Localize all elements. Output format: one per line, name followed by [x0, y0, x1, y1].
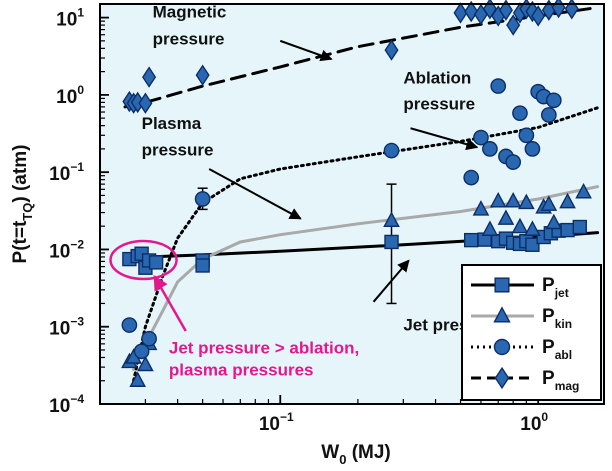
annotation-text: Ablation — [403, 69, 471, 88]
legend-label-kin: Pkin — [542, 306, 572, 331]
point-kin — [511, 217, 529, 234]
highlight: Jet pressure > ablation, plasma pressures — [109, 239, 359, 380]
point-kin — [559, 192, 576, 209]
point-mag — [453, 2, 468, 24]
legend-label-abl: Pabl — [542, 337, 572, 362]
annotation-arrow — [372, 259, 410, 303]
y-tick-label: 10−3 — [49, 315, 84, 340]
legend: Pjet Pkin Pabl Pmag — [461, 264, 602, 401]
fit-line-mag — [123, 6, 600, 109]
annotation-text: pressure — [403, 94, 475, 113]
point-abl — [518, 127, 535, 144]
point-mag — [464, 0, 479, 23]
point-abl — [383, 142, 400, 159]
annotation-arrow — [208, 168, 302, 220]
x-tick-label: 10−1 — [259, 410, 294, 435]
point-jet — [384, 234, 399, 250]
legend-marker-jet — [494, 277, 510, 293]
point-mag — [138, 92, 153, 114]
highlight-text: plasma pressures — [169, 361, 314, 380]
point-mag — [506, 14, 521, 36]
annotation-arrow — [410, 127, 479, 151]
x-tick-label: 100 — [520, 410, 548, 435]
point-kin — [489, 191, 507, 208]
legend-marker-kin — [493, 306, 511, 323]
y-tick-label: 10−2 — [49, 237, 84, 262]
point-abl — [133, 343, 150, 360]
point-abl — [512, 105, 528, 122]
highlight-arrow — [153, 274, 187, 332]
point-abl — [482, 141, 498, 157]
point-kin — [518, 193, 535, 210]
point-mag — [142, 66, 157, 88]
point-abl — [490, 78, 507, 94]
legend-box — [461, 264, 602, 401]
point-kin — [575, 182, 592, 199]
point-jet — [464, 232, 479, 248]
annotation-text: pressure — [142, 140, 214, 159]
point-kin — [545, 213, 563, 230]
point-mag — [531, 5, 546, 27]
annotation-arrow — [279, 39, 333, 62]
annotation-text: Plasma — [142, 114, 202, 133]
point-mag — [195, 64, 210, 86]
point-mag — [498, 0, 513, 21]
legend-marker-mag — [494, 366, 510, 390]
point-kin — [481, 220, 499, 236]
plot-frame — [99, 3, 605, 405]
x-axis-label: W0 (MJ) — [321, 442, 391, 467]
point-kin — [497, 209, 515, 225]
point-kin — [472, 200, 490, 216]
point-jet — [195, 258, 210, 273]
point-kin — [524, 220, 541, 236]
y-tick-label: 10−4 — [49, 392, 84, 417]
point-jet — [560, 222, 575, 238]
highlight-text: Jet pressure > ablation, — [169, 339, 359, 358]
y-tick-label: 100 — [56, 83, 84, 108]
y-tick-label: 10−1 — [49, 160, 84, 185]
point-abl — [540, 107, 557, 123]
y-axis-label: P(t=tTQ) (atm) — [10, 145, 35, 264]
point-abl — [141, 330, 157, 347]
annotations: Magnetic pressure Ablation pressure Plasma pr… — [142, 3, 505, 335]
point-abl — [463, 169, 480, 186]
y-tick-label: 101 — [56, 6, 84, 31]
point-abl — [194, 191, 211, 207]
point-abl — [545, 92, 562, 109]
highlight-ellipse — [109, 239, 178, 281]
point-kin — [383, 211, 400, 227]
point-abl — [121, 317, 138, 333]
point-kin — [504, 191, 522, 208]
legend-label-mag: Pmag — [542, 368, 579, 393]
point-kin — [129, 371, 147, 387]
point-abl — [524, 141, 541, 157]
point-mag — [384, 39, 399, 61]
point-jet — [572, 219, 587, 235]
annotation-text: pressure — [153, 29, 225, 48]
point-jet — [148, 255, 164, 270]
fit-line-kin — [132, 185, 600, 371]
annotation-text: Magnetic — [153, 3, 227, 22]
legend-marker-abl — [493, 338, 511, 356]
data-points — [121, 0, 592, 387]
point-abl — [505, 154, 522, 170]
point-kin — [137, 355, 154, 372]
point-kin — [540, 195, 558, 211]
legend-label-jet: Pjet — [542, 275, 569, 300]
point-jet — [525, 237, 540, 252]
